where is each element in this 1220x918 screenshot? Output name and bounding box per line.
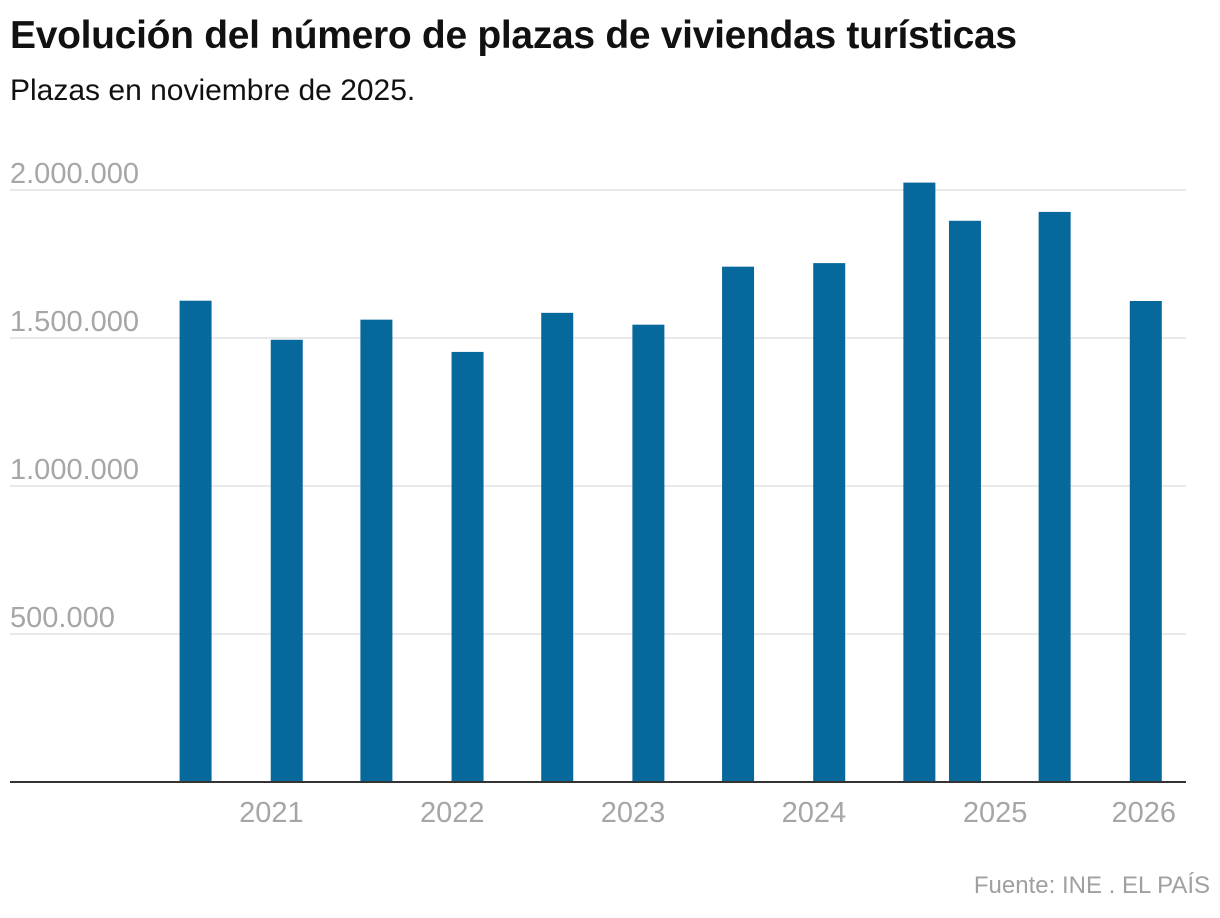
y-tick-label: 1.500.000: [10, 306, 139, 338]
y-axis-ticks: 500.000 1.000.000 1.500.000 2.000.000: [10, 158, 139, 634]
bar: [813, 263, 846, 782]
bar: [1129, 301, 1162, 782]
x-tick-label: 2024: [782, 797, 847, 829]
x-tick-label: 2025: [963, 797, 1028, 829]
bar: [632, 324, 665, 782]
bar: [903, 182, 936, 783]
x-tick-label: 2023: [601, 797, 666, 829]
x-tick-label: 2022: [420, 797, 485, 829]
bar: [948, 220, 981, 782]
bar: [179, 300, 212, 782]
bar: [541, 312, 574, 782]
bar: [1038, 211, 1071, 783]
bar: [360, 319, 393, 782]
bars: [179, 182, 1162, 783]
x-tick-label: 2026: [1111, 797, 1176, 829]
chart-title: Evolución del número de plazas de vivien…: [10, 14, 1017, 57]
bar: [270, 339, 303, 782]
x-axis-ticks: 2021 2022 2023 2024 2025 2026: [239, 797, 1176, 829]
bar: [451, 351, 484, 782]
chart-subtitle: Plazas en noviembre de 2025.: [10, 74, 416, 107]
x-tick-label: 2021: [239, 797, 304, 829]
y-tick-label: 1.000.000: [10, 454, 139, 486]
source-note: Fuente: INE . EL PAÍS: [973, 872, 1210, 899]
bar: [722, 266, 755, 782]
y-tick-label: 500.000: [10, 602, 115, 634]
y-tick-label: 2.000.000: [10, 158, 139, 190]
